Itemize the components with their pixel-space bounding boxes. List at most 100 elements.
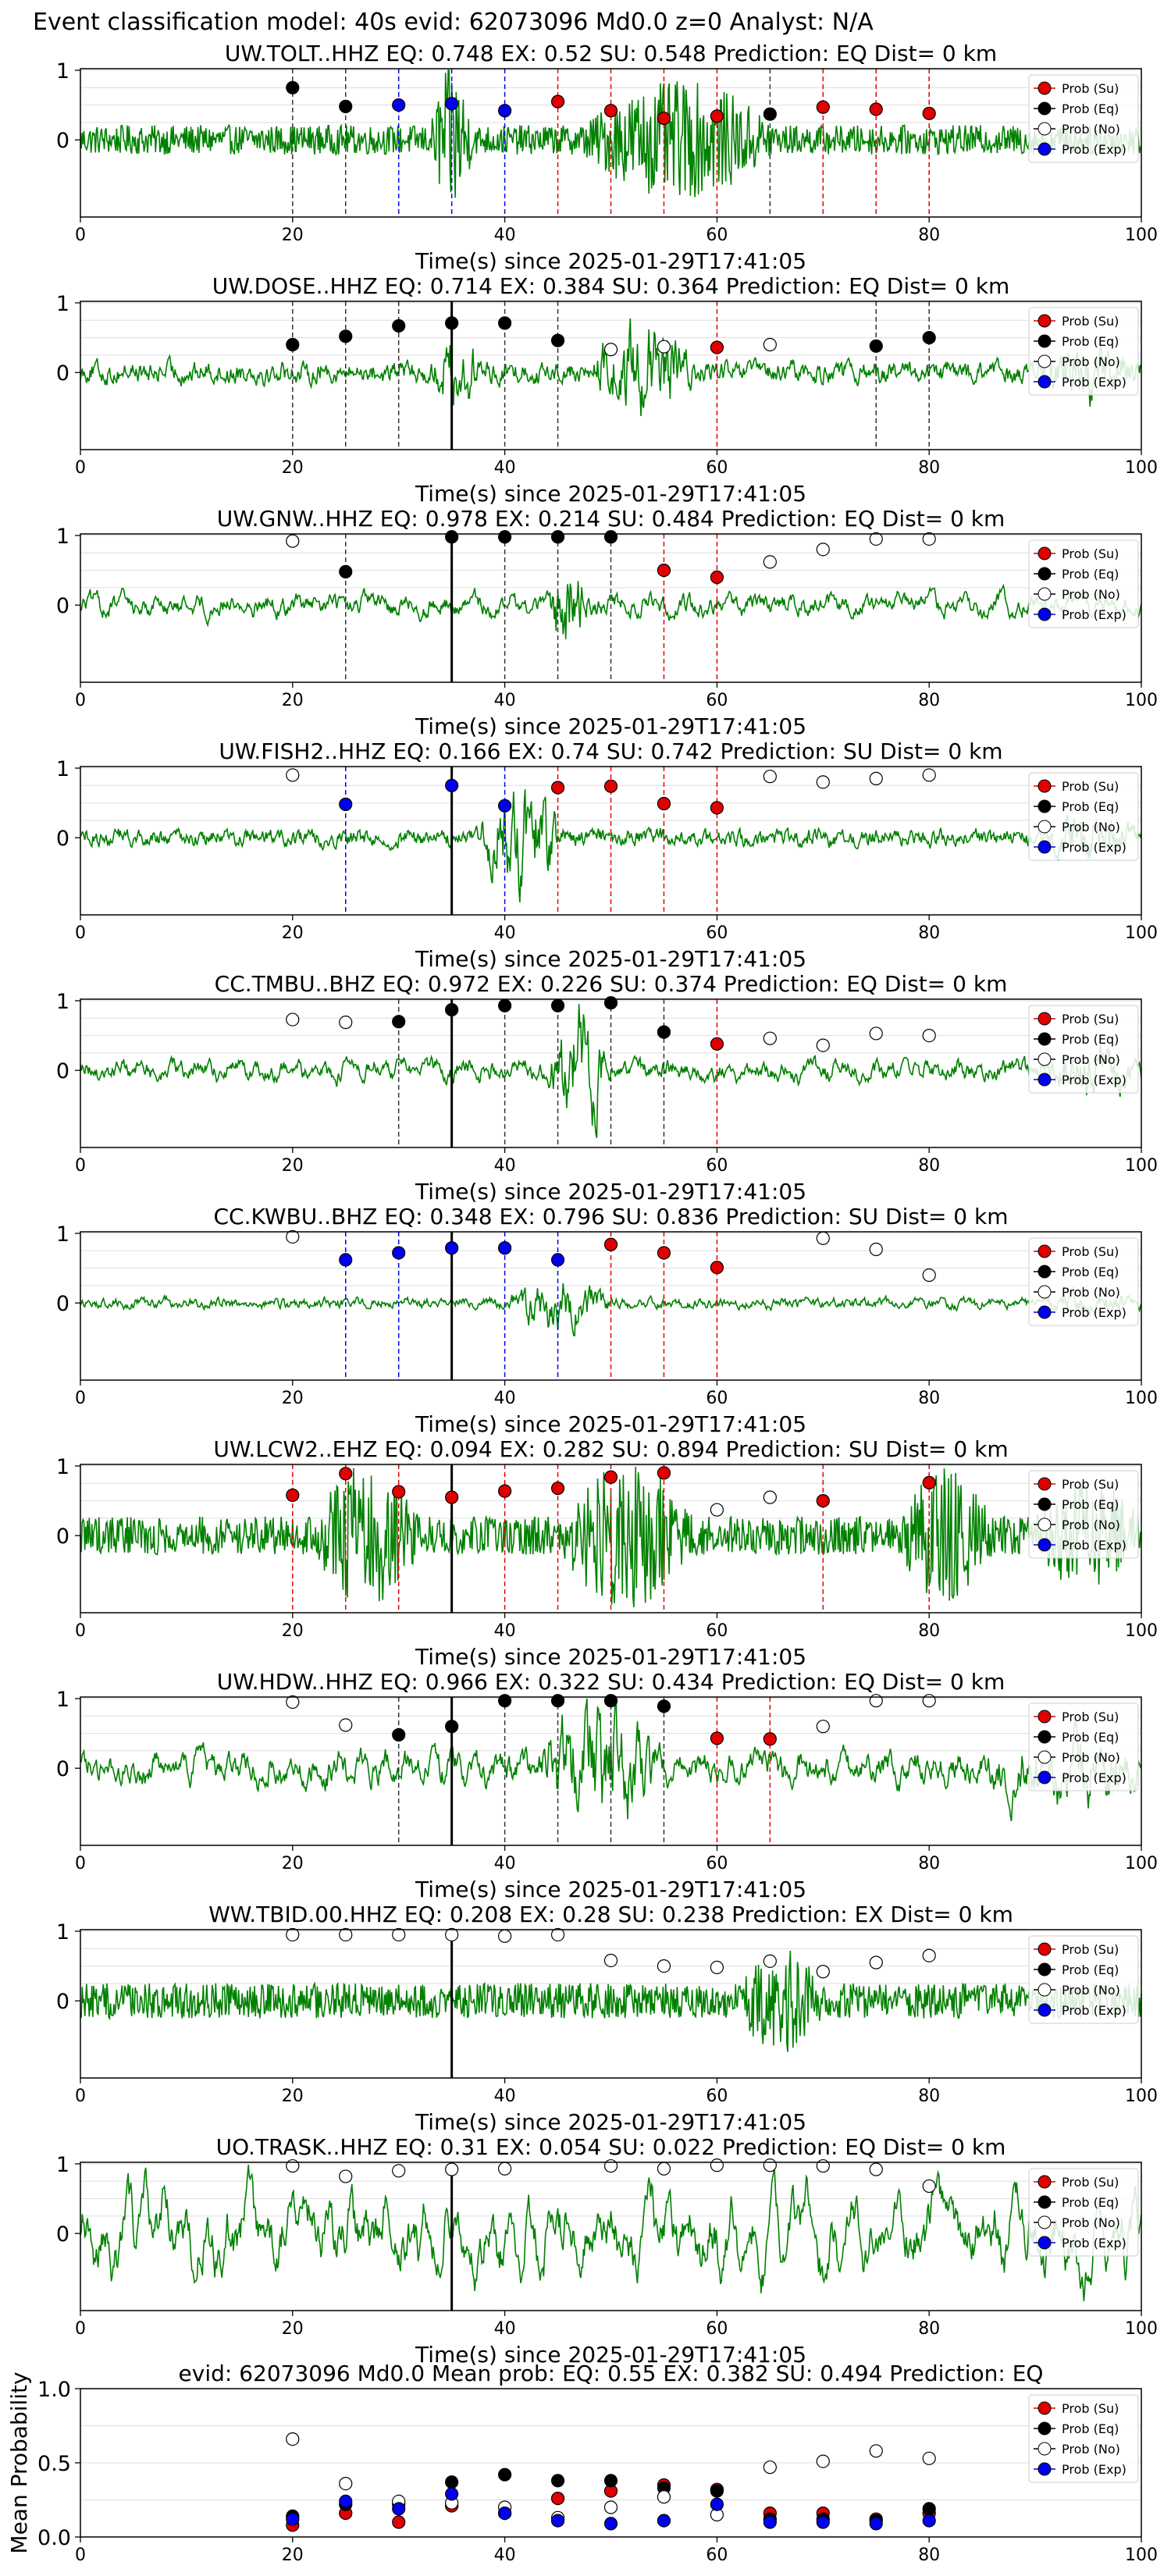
x-tick-label: 40 <box>494 691 516 710</box>
mean-probability-panel: 0 20 40 60 80 100 0.0 0.5 1.0 evid: 62073096 Md0.… <box>6 2361 1158 2565</box>
figure-title: Event classification model: 40s evid: 62… <box>33 9 874 36</box>
y-tick-label: 0 <box>56 1292 69 1316</box>
prob-point-su <box>710 570 724 585</box>
prob-point-no <box>869 2162 883 2176</box>
prob-point-su <box>603 1237 618 1251</box>
prob-point-exp <box>392 98 406 112</box>
x-tick-label: 80 <box>918 226 940 245</box>
prob-point-no <box>339 1718 353 1732</box>
x-axis-label: Time(s) since 2025-01-29T17:41:05 <box>415 1644 806 1670</box>
mean-point-exp <box>816 2515 830 2529</box>
y-tick-label: 1 <box>56 1920 69 1944</box>
legend-marker-eq <box>1038 567 1052 581</box>
legend-marker-no <box>1038 354 1052 368</box>
prob-point-eq <box>922 331 936 345</box>
prob-point-su <box>710 109 724 123</box>
prob-point-eq <box>550 1694 565 1708</box>
legend-label: Prob (Exp) <box>1062 2236 1127 2250</box>
legend-label: Prob (No) <box>1062 2215 1120 2230</box>
station-panel-7: 0 20 40 60 80 100 0 1 UW.HDW..HHZ EQ: 0.966 EX: … <box>56 1669 1158 1902</box>
prob-point-no <box>869 532 883 546</box>
x-tick-label: 40 <box>494 2546 516 2565</box>
prob-point-exp <box>339 1253 353 1267</box>
x-tick-label: 40 <box>494 226 516 245</box>
legend-box-4 <box>1028 1005 1139 1094</box>
legend-box-5 <box>1028 1237 1139 1326</box>
plot-frame-8 <box>80 1929 1142 2079</box>
x-tick-label: 60 <box>706 2546 728 2565</box>
x-tick-label: 100 <box>1125 923 1158 943</box>
x-tick-label: 80 <box>918 1389 940 1408</box>
x-tick-label: 60 <box>706 2319 728 2339</box>
x-tick-label: 40 <box>494 1389 516 1408</box>
x-tick-label: 100 <box>1125 2546 1158 2565</box>
x-axis-label: Time(s) since 2025-01-29T17:41:05 <box>415 1411 806 1437</box>
prob-point-su <box>710 1037 724 1051</box>
legend-marker-no <box>1038 2215 1052 2229</box>
y-tick-label: 1 <box>56 757 69 781</box>
x-tick-label: 100 <box>1125 1156 1158 1176</box>
prob-point-su <box>816 1493 830 1508</box>
mean-point-exp <box>922 2514 936 2528</box>
legend-box-9 <box>1028 2168 1139 2257</box>
x-tick-label: 0 <box>75 1621 86 1641</box>
x-tick-label: 60 <box>706 923 728 943</box>
prob-point-eq <box>445 316 459 330</box>
x-tick-label: 80 <box>918 1621 940 1641</box>
mean-point-no <box>603 2500 618 2514</box>
legend-label: Prob (No) <box>1062 1052 1120 1067</box>
mean-point-no <box>657 2490 671 2504</box>
legend-label: Prob (No) <box>1062 2442 1120 2457</box>
legend-label: Prob (No) <box>1062 587 1120 602</box>
prob-point-eq <box>657 1699 671 1713</box>
prob-point-no <box>763 1954 777 1968</box>
panel-title: UW.HDW..HHZ EQ: 0.966 EX: 0.322 SU: 0.43… <box>217 1669 1005 1695</box>
prob-point-su <box>657 1466 671 1480</box>
prob-point-exp <box>550 1253 565 1267</box>
plot-frame-9 <box>80 2161 1142 2311</box>
legend-marker-no <box>1038 1983 1052 1997</box>
prob-point-eq <box>286 337 300 352</box>
prob-point-no <box>710 1503 724 1517</box>
mean-point-eq <box>497 2467 512 2482</box>
x-axis-label: Time(s) since 2025-01-29T17:41:05 <box>415 1877 806 1902</box>
prob-point-eq <box>445 1002 459 1017</box>
prob-point-eq <box>497 530 512 544</box>
plot-frame-5 <box>80 1231 1142 1381</box>
prob-point-no <box>869 1955 883 1969</box>
prob-point-su <box>339 1467 353 1481</box>
mean-point-no <box>869 2444 883 2458</box>
x-tick-label: 20 <box>282 2087 304 2106</box>
x-axis-label: Time(s) since 2025-01-29T17:41:05 <box>415 2342 806 2368</box>
x-tick-label: 60 <box>706 226 728 245</box>
prob-point-eq <box>286 80 300 94</box>
x-tick-label: 40 <box>494 1156 516 1176</box>
legend-marker-no <box>1038 1750 1052 1764</box>
legend-label: Prob (Exp) <box>1062 607 1127 622</box>
mean-point-exp <box>339 2494 353 2508</box>
mean-point-eq <box>603 2474 618 2488</box>
legend-label: Prob (No) <box>1062 122 1120 137</box>
x-tick-label: 20 <box>282 1621 304 1641</box>
prob-point-su <box>657 111 671 126</box>
station-panel-8: 0 20 40 60 80 100 0 1 WW.TBID.00.HHZ EQ: 0.208 E… <box>56 1902 1158 2135</box>
prob-point-no <box>710 1960 724 1974</box>
y-tick-label: 0 <box>56 1059 69 1083</box>
prob-point-no <box>922 1948 936 1962</box>
legend-marker-su <box>1038 1477 1052 1491</box>
prob-point-exp <box>339 797 353 811</box>
prob-point-eq <box>603 1694 618 1708</box>
x-tick-label: 60 <box>706 1389 728 1408</box>
legend-marker-exp <box>1038 1538 1052 1552</box>
legend-marker-eq <box>1038 1497 1052 1511</box>
prob-point-no <box>922 1028 936 1043</box>
y-tick-label: 0 <box>56 1990 69 2014</box>
panel-title: UW.DOSE..HHZ EQ: 0.714 EX: 0.384 SU: 0.3… <box>212 273 1010 299</box>
prob-point-no <box>286 2159 300 2173</box>
legend-label: Prob (Su) <box>1062 1244 1119 1259</box>
prob-point-eq <box>339 99 353 113</box>
x-tick-label: 80 <box>918 1854 940 1873</box>
legend-marker-eq <box>1038 101 1052 116</box>
plot-frame-4 <box>80 998 1142 1148</box>
